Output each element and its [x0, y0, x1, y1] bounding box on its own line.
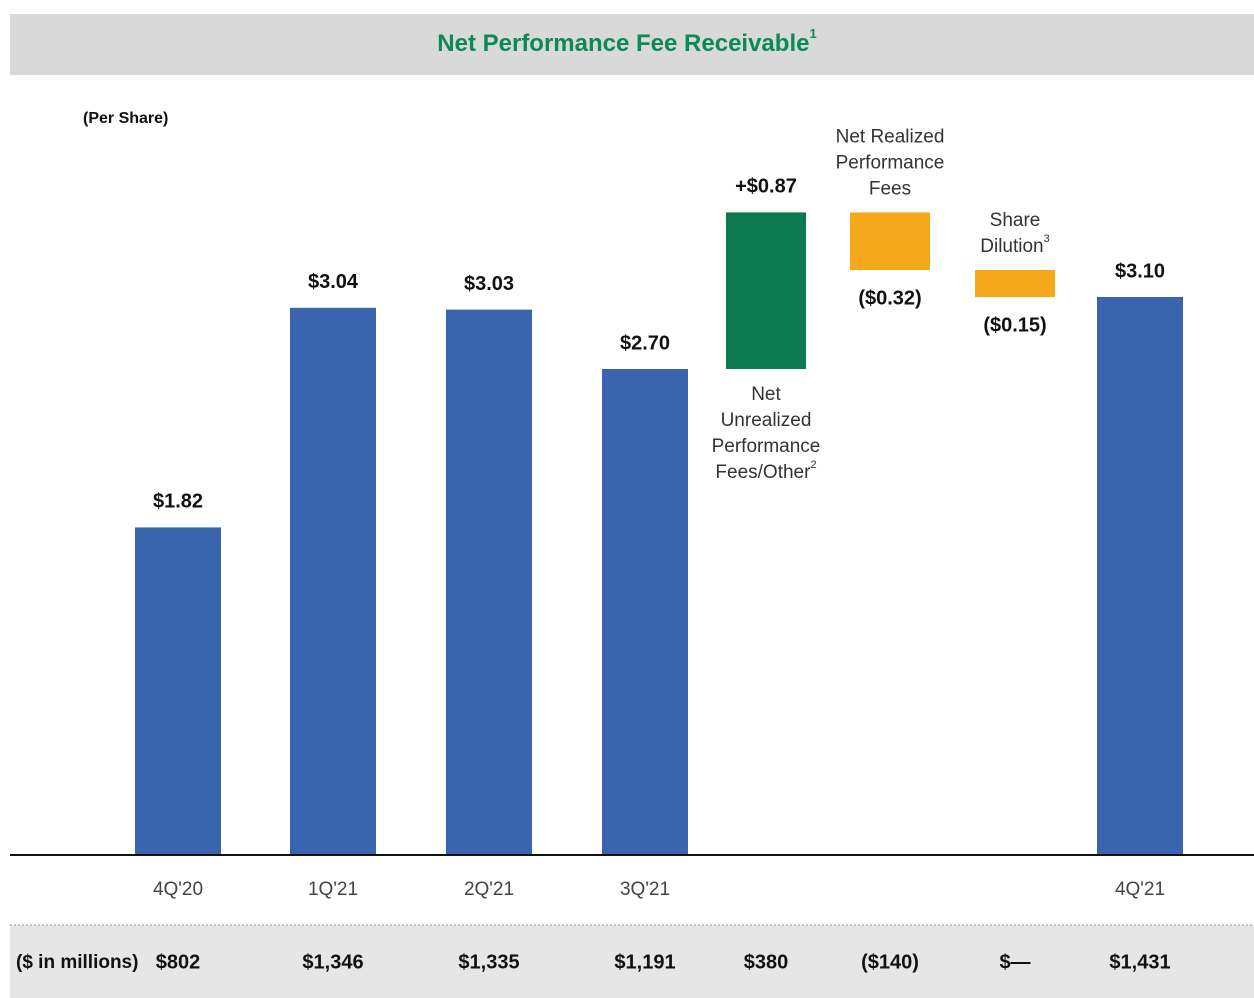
step-label-line: Performance	[836, 152, 945, 173]
value-label: $3.04	[308, 271, 359, 293]
x-tick-label: 4Q'20	[153, 879, 203, 900]
value-label: $2.70	[620, 332, 670, 354]
step-label-superscript: 3	[1044, 233, 1050, 245]
value-label: $1.82	[153, 491, 203, 513]
x-tick-label: 4Q'21	[1115, 879, 1165, 900]
bar	[135, 527, 221, 855]
step-label-line: Share	[990, 210, 1041, 231]
millions-value: $1,191	[614, 951, 675, 973]
value-label: $3.03	[464, 273, 514, 295]
title-superscript: 1	[809, 26, 816, 41]
bar	[602, 369, 688, 855]
bar	[446, 309, 532, 856]
x-tick-label: 1Q'21	[308, 879, 358, 900]
millions-label: ($ in millions)	[16, 952, 138, 973]
step-label: Net Realized Performance Fees	[836, 126, 945, 199]
step-label: Share Dilution3	[980, 210, 1050, 257]
value-label: ($0.15)	[983, 314, 1046, 336]
millions-value: $1,346	[302, 951, 363, 973]
step-label: Net Unrealized Performance Fees/Other2	[712, 384, 821, 483]
millions-value: $802	[156, 951, 201, 973]
step-label-line: Net	[751, 384, 781, 405]
step-label-line: Unrealized	[721, 410, 812, 431]
step-label-superscript: 2	[810, 459, 816, 471]
step-label-line: Fees	[869, 178, 911, 199]
value-label: +$0.87	[735, 176, 797, 198]
title-text: Net Performance Fee Receivable	[437, 30, 809, 57]
chart-title: Net Performance Fee Receivable1	[437, 26, 816, 57]
step-label-line: Performance	[712, 436, 821, 457]
millions-value: ($140)	[861, 951, 919, 973]
value-label: $3.10	[1115, 260, 1165, 282]
title-band	[10, 14, 1254, 75]
bar	[290, 307, 376, 855]
step-label-line: Dilution	[980, 236, 1043, 257]
value-label: ($0.32)	[858, 287, 921, 309]
x-tick-label: 3Q'21	[620, 879, 670, 900]
millions-band	[10, 925, 1254, 998]
x-tick-label: 2Q'21	[464, 879, 514, 900]
step-label-line: Net Realized	[836, 126, 945, 147]
millions-value: $380	[744, 951, 789, 973]
step-bar	[726, 212, 806, 369]
millions-value: $1,431	[1109, 951, 1170, 973]
millions-value: $—	[999, 951, 1030, 973]
millions-value: $1,335	[458, 951, 519, 973]
subtitle: (Per Share)	[83, 110, 168, 127]
step-bar	[975, 270, 1055, 297]
bar	[1097, 297, 1183, 855]
step-label-line: Fees/Other	[715, 462, 811, 483]
step-bar	[850, 212, 930, 270]
